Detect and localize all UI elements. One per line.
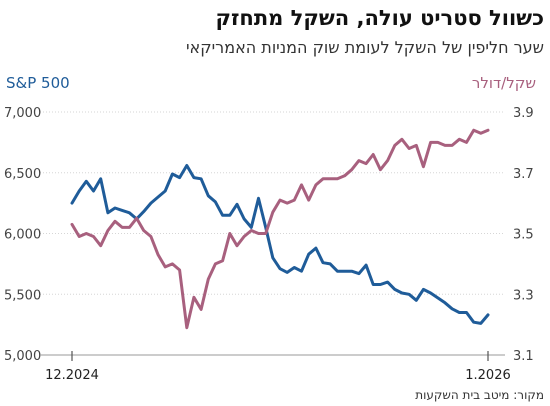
left-axis-label: S&P 500 [6,74,70,92]
left-tick-label: 6,500 [4,167,41,182]
x-tick-label: 1.2026 [465,368,511,383]
sp500-series-line [70,164,490,325]
right-tick-label: 3.9 [513,106,534,121]
source-note: מקור: מיטב בית השקעות [415,388,544,402]
right-axis-label: שקל/דולר [471,74,536,92]
left-tick-label: 5,500 [4,288,41,303]
left-tick-label: 7,000 [4,106,41,121]
shekel-series-line [70,128,490,330]
right-tick-label: 3.5 [513,228,534,243]
right-tick-label: 3.3 [513,288,534,303]
right-tick-label: 3.7 [513,167,534,182]
chart-subtitle: שער חליפין של השקל לעומת שוק המניות האמר… [185,38,544,57]
x-tick-label: 12.2024 [45,368,99,383]
left-tick-label: 6,000 [4,228,41,243]
right-tick-label: 3.1 [513,349,534,364]
chart-title: כשוול סטריט עולה, השקל מתחזק [215,6,544,30]
left-tick-label: 5,000 [4,349,41,364]
